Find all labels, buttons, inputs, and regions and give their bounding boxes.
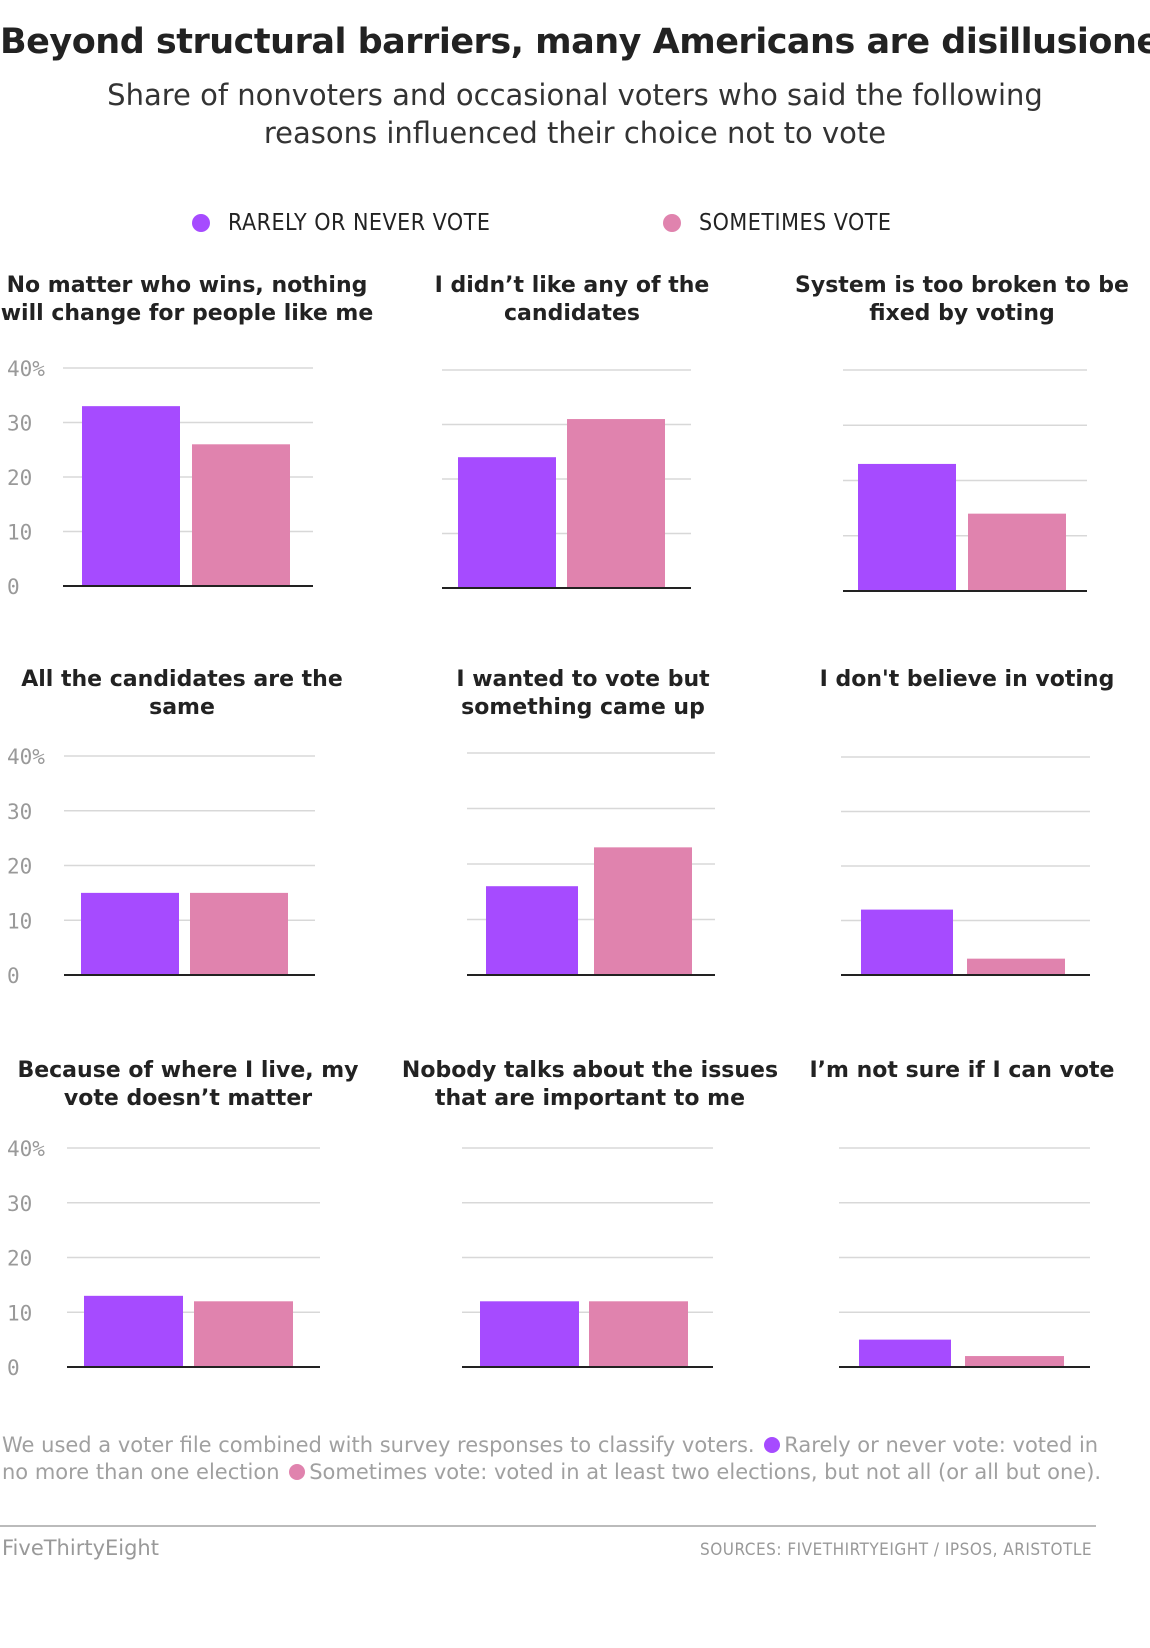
- bar-rarely-or-never-vote: [858, 463, 956, 591]
- chart-title: Beyond structural barriers, many America…: [0, 22, 1150, 62]
- y-tick-label: 40%: [7, 357, 45, 381]
- y-tick-label: 30: [7, 1192, 32, 1216]
- panel-title: Because of where I live, my vote doesn’t…: [17, 1058, 359, 1111]
- y-tick-label: 0: [7, 964, 20, 988]
- bar-sometimes-vote: [192, 444, 290, 586]
- panel-chart: 40% 30 20 10 0: [7, 357, 313, 599]
- chart-panel: I didn’t like any of the candidates: [382, 272, 762, 632]
- bar-sometimes-vote: [190, 892, 288, 975]
- panel-title: No matter who wins, nothing will change …: [0, 273, 374, 326]
- panel-title: I’m not sure if I can vote: [809, 1058, 1115, 1083]
- panel-title: Nobody talks about the issues that are i…: [401, 1058, 779, 1111]
- chart-panel: Nobody talks about the issues that are i…: [400, 1057, 780, 1417]
- panel-chart: 40% 30 20 10 0: [7, 745, 315, 988]
- chart-panel: I don't believe in voting: [777, 666, 1150, 1026]
- panel-chart: [839, 1147, 1090, 1368]
- chart-panel: No matter who wins, nothing will change …: [0, 272, 380, 632]
- bar-sometimes-vote: [968, 513, 1066, 591]
- panel-title: I don't believe in voting: [819, 667, 1115, 692]
- footnote-swatch-rarely: [764, 1437, 781, 1453]
- panel-title: I wanted to vote but something came up: [456, 667, 710, 720]
- y-tick-label: 0: [7, 1356, 20, 1380]
- bar-sometimes-vote: [567, 419, 665, 588]
- legend-item-rarely: RARELY OR NEVER VOTE: [192, 210, 490, 236]
- bar-rarely-or-never-vote: [84, 1295, 183, 1367]
- panel-chart: [462, 1147, 713, 1368]
- y-tick-label: 30: [7, 412, 32, 436]
- chart-panel: Because of where I live, my vote doesn’t…: [0, 1057, 380, 1417]
- panel-chart: [841, 756, 1090, 976]
- footnote-sometimes-definition: Sometimes vote: voted in at least two el…: [309, 1460, 1102, 1484]
- footer-divider: [0, 1525, 1096, 1527]
- chart-panel: All the candidates are the same 40% 30 20 1…: [0, 666, 380, 1026]
- panel-title: System is too broken to be fixed by voti…: [795, 273, 1129, 326]
- chart-subtitle: Share of nonvoters and occasional voters…: [107, 78, 1043, 150]
- y-tick-label: 10: [7, 1301, 32, 1325]
- panel-chart: 40% 30 20 10 0: [7, 1137, 320, 1380]
- y-tick-label: 0: [7, 575, 20, 599]
- bar-rarely-or-never-vote: [81, 892, 179, 975]
- chart-panel: I wanted to vote but something came up: [393, 666, 773, 1026]
- y-tick-label: 40%: [7, 745, 45, 769]
- y-tick-label: 10: [7, 521, 32, 545]
- legend-label-rarely: RARELY OR NEVER VOTE: [228, 210, 491, 236]
- footnote-rarely-definition: Rarely or never vote: voted in no more t…: [2, 1433, 1099, 1484]
- legend-swatch-rarely: [192, 214, 210, 232]
- legend-swatch-sometimes: [663, 214, 681, 232]
- y-tick-label: 10: [7, 909, 32, 933]
- y-tick-label: 20: [7, 1247, 32, 1271]
- footnote-text: We used a voter file combined with surve…: [2, 1433, 755, 1457]
- panel-title: All the candidates are the same: [21, 667, 343, 720]
- panel-title: I didn’t like any of the candidates: [434, 273, 710, 326]
- footnote: We used a voter file combined with surve…: [2, 1432, 1102, 1486]
- chart-panel: I’m not sure if I can vote: [772, 1057, 1150, 1417]
- bar-rarely-or-never-vote: [859, 1339, 951, 1367]
- y-tick-label: 30: [7, 800, 32, 824]
- footnote-swatch-sometimes: [289, 1464, 306, 1480]
- brand-logo-text: FiveThirtyEight: [2, 1536, 159, 1560]
- bar-sometimes-vote: [965, 1356, 1064, 1367]
- bar-sometimes-vote: [194, 1301, 293, 1367]
- y-tick-label: 20: [7, 466, 32, 490]
- bar-rarely-or-never-vote: [486, 886, 578, 975]
- y-tick-label: 40%: [7, 1137, 45, 1161]
- legend: RARELY OR NEVER VOTE SOMETIMES VOTE: [0, 210, 1150, 250]
- legend-label-sometimes: SOMETIMES VOTE: [699, 210, 892, 236]
- chart-panel: System is too broken to be fixed by voti…: [772, 272, 1150, 632]
- panel-chart: [442, 369, 691, 589]
- legend-item-sometimes: SOMETIMES VOTE: [663, 210, 891, 236]
- bar-sometimes-vote: [589, 1301, 688, 1367]
- bar-rarely-or-never-vote: [861, 909, 953, 975]
- bar-rarely-or-never-vote: [82, 406, 180, 586]
- bar-sometimes-vote: [594, 847, 692, 975]
- bar-sometimes-vote: [967, 958, 1065, 975]
- bar-rarely-or-never-vote: [480, 1301, 579, 1367]
- panel-chart: [467, 752, 715, 976]
- panel-chart: [843, 369, 1087, 592]
- bar-rarely-or-never-vote: [458, 457, 556, 588]
- y-tick-label: 20: [7, 855, 32, 879]
- sources-credit: SOURCES: FIVETHIRTYEIGHT / IPSOS, ARISTO…: [700, 1540, 1092, 1560]
